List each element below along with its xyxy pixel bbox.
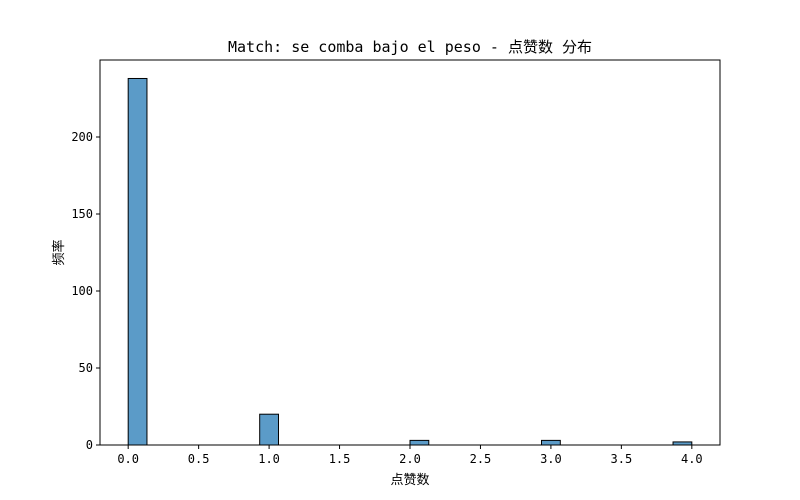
plot-area-frame <box>99 59 721 446</box>
x-tick-label-2: 1.0 <box>258 452 280 466</box>
x-tick-label-6: 3.0 <box>540 452 562 466</box>
x-tick-label-4: 2.0 <box>399 452 421 466</box>
x-tick-label-7: 3.5 <box>611 452 633 466</box>
y-tick-label-1: 50 <box>79 361 93 375</box>
bars-group <box>127 77 693 446</box>
histogram-bar-2 <box>409 439 430 446</box>
x-tick-label-0: 0.0 <box>117 452 139 466</box>
x-axis-ticks: 0.0 0.5 1.0 1.5 2.0 2.5 3.0 3.5 4.0 <box>117 445 703 466</box>
y-axis-title: 频率 <box>51 239 67 265</box>
y-tick-label-2: 100 <box>71 284 93 298</box>
x-axis-title: 点赞数 <box>390 473 429 488</box>
y-tick-label-0: 0 <box>86 438 93 452</box>
x-tick-label-1: 0.5 <box>188 452 210 466</box>
chart-title: Match: se comba bajo el peso - 点赞数 分布 <box>228 38 592 56</box>
x-tick-label-5: 2.5 <box>470 452 492 466</box>
histogram-bar-3 <box>541 439 561 446</box>
x-tick-label-8: 4.0 <box>681 452 703 466</box>
y-axis-ticks: 0 50 100 150 200 <box>71 130 100 452</box>
histogram-bar-1 <box>259 413 279 446</box>
histogram-bar-0 <box>127 77 148 446</box>
y-tick-label-4: 200 <box>71 130 93 144</box>
x-tick-label-3: 1.5 <box>329 452 351 466</box>
y-tick-label-3: 150 <box>71 207 93 221</box>
